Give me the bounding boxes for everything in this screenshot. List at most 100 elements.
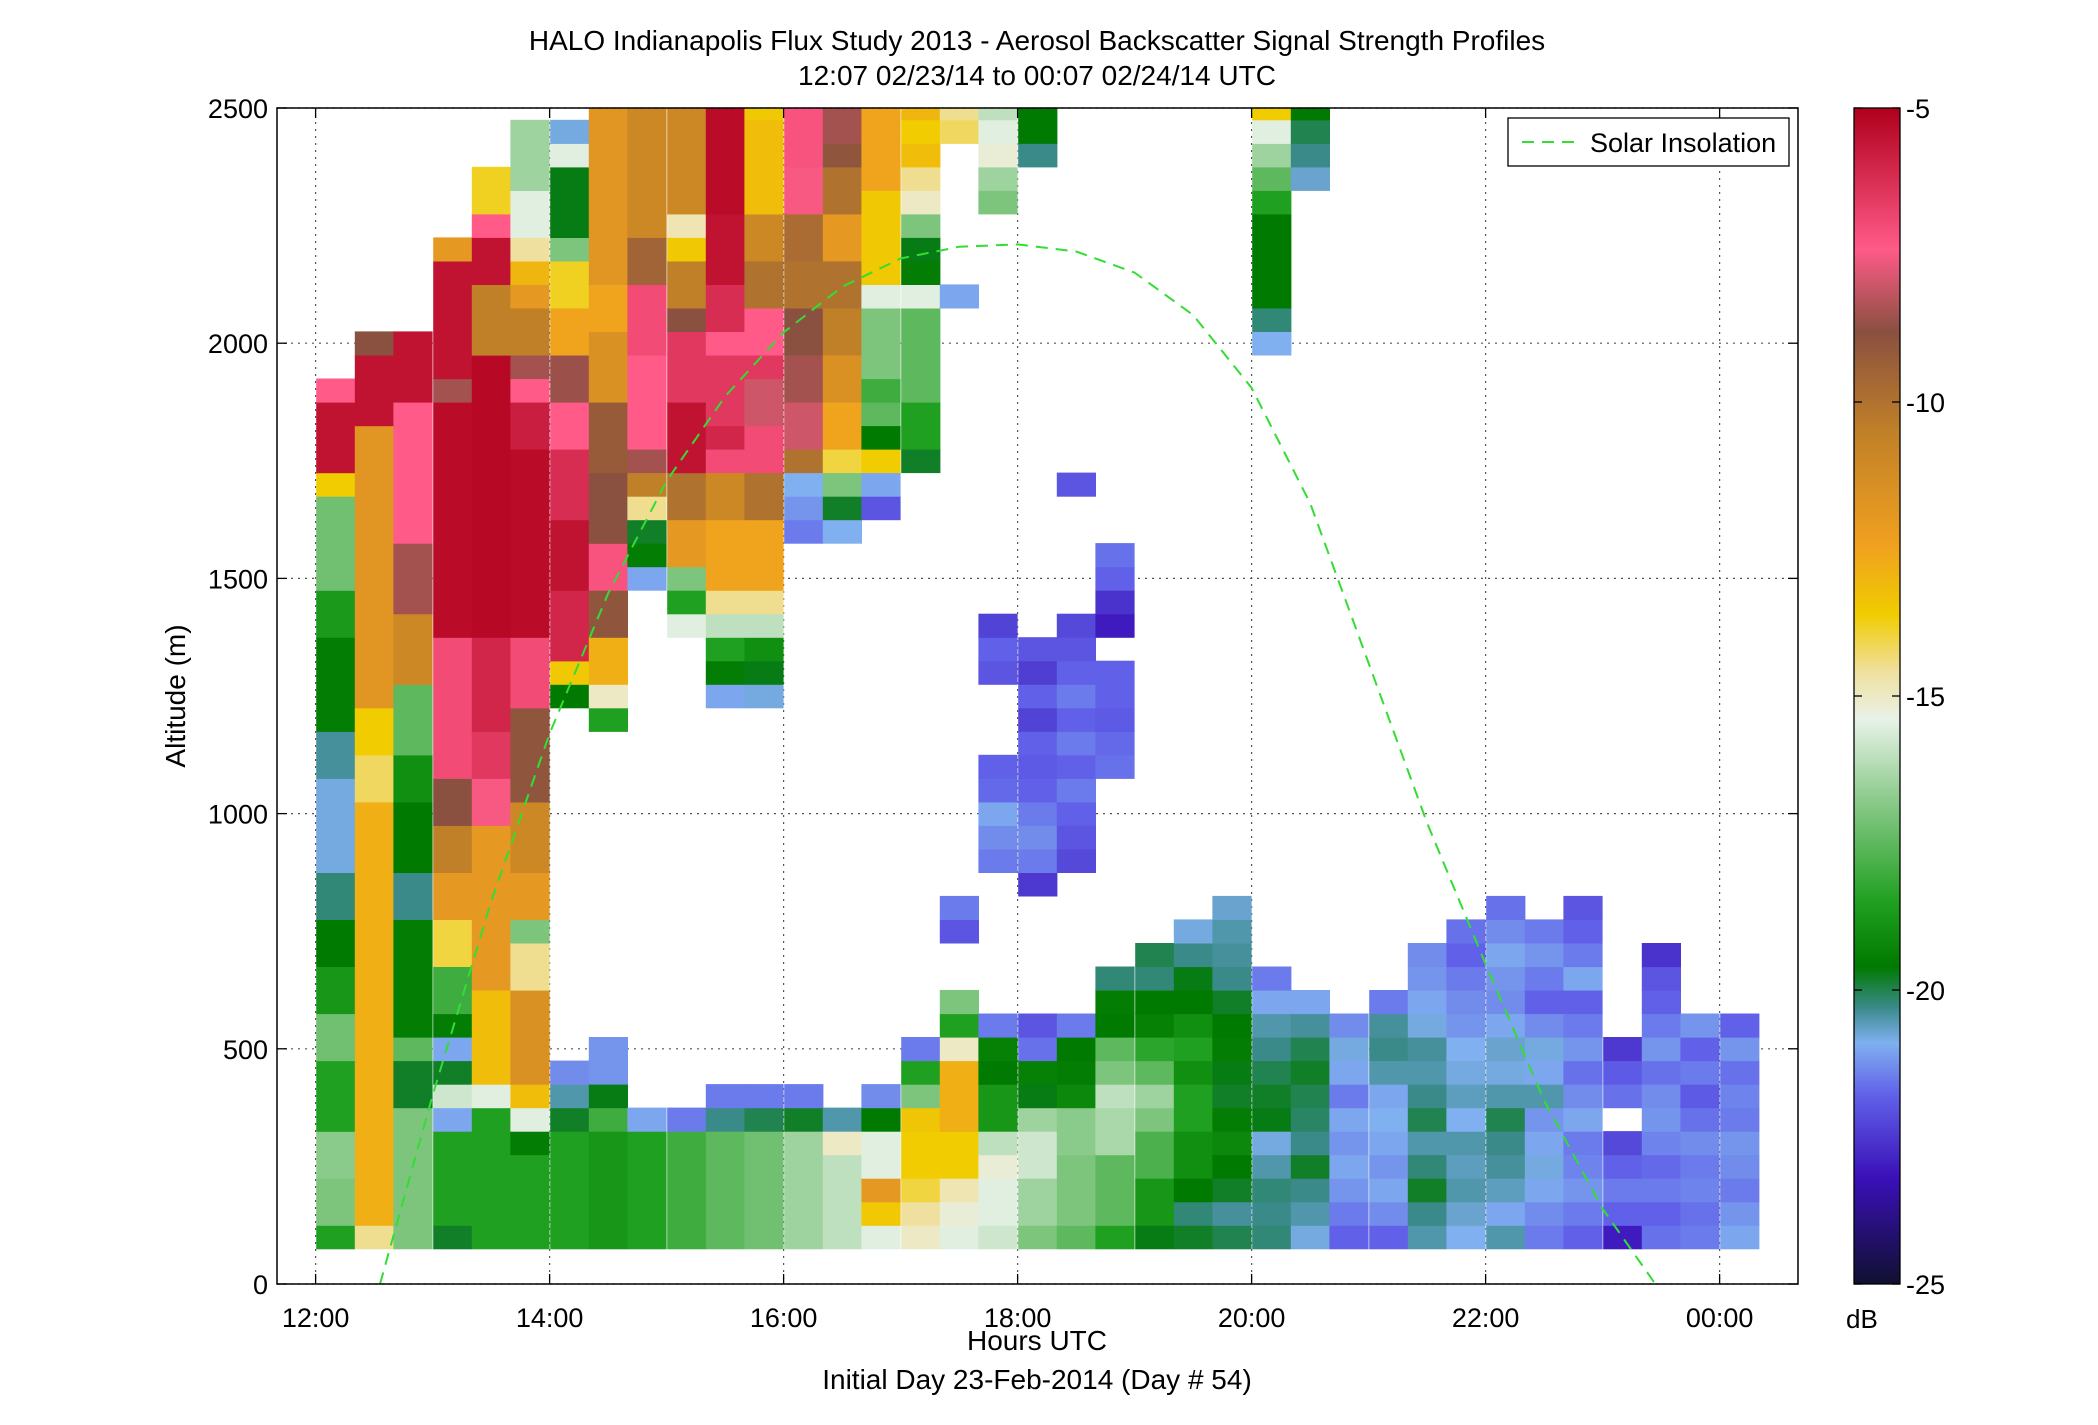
heatmap-cell [667, 613, 707, 638]
heatmap-cell [978, 1037, 1018, 1062]
heatmap-cell [510, 260, 550, 285]
x-axis-label: Hours UTC [967, 1325, 1107, 1356]
heatmap-cell [354, 355, 394, 427]
heatmap-cell [1252, 108, 1292, 121]
heatmap-cell [1486, 895, 1526, 920]
heatmap-cell [901, 1037, 941, 1062]
heatmap-cell [550, 1107, 590, 1132]
heatmap-cell [705, 213, 745, 285]
heatmap-cell [1563, 1131, 1603, 1156]
heatmap-cell [510, 190, 550, 238]
heatmap-cell [901, 143, 941, 168]
heatmap-cell [1720, 1037, 1760, 1062]
heatmap-cell [550, 1060, 590, 1085]
heatmap-cell [627, 543, 667, 568]
heatmap-cell [433, 1131, 473, 1226]
heatmap-cell [1524, 1037, 1564, 1062]
heatmap-cell [588, 684, 628, 709]
heatmap-cell [1056, 848, 1096, 873]
heatmap-cell [1056, 1131, 1096, 1156]
heatmap-cell [1212, 1225, 1252, 1250]
colorbar-tick-label: -10 [1906, 388, 1945, 418]
heatmap-cell [978, 1131, 1018, 1156]
x-tick-label: 16:00 [750, 1303, 818, 1333]
heatmap-cell [861, 1178, 901, 1203]
heatmap-cell [705, 284, 745, 332]
heatmap-cell [1056, 801, 1096, 826]
heatmap-cell [667, 331, 707, 403]
x-axis-sublabel: Initial Day 23-Feb-2014 (Day # 54) [822, 1364, 1252, 1395]
heatmap-cell [1018, 637, 1058, 662]
heatmap-cell [784, 1131, 824, 1250]
heatmap-cell [316, 590, 356, 638]
heatmap-cell [978, 1060, 1018, 1085]
heatmap-cell [1212, 895, 1252, 920]
y-tick-label: 1500 [208, 564, 268, 594]
heatmap-cell [705, 355, 745, 427]
heatmap-cell [550, 143, 590, 168]
heatmap-cell [744, 1084, 784, 1109]
heatmap-cell [1095, 990, 1135, 1015]
heatmap-cell [1290, 1107, 1330, 1132]
heatmap-cell [510, 1154, 550, 1250]
heatmap-cell [861, 402, 901, 427]
heatmap-cell [1680, 1225, 1720, 1250]
heatmap-cell [316, 1178, 356, 1226]
heatmap-cell [316, 966, 356, 1015]
heatmap-cell [1369, 1060, 1409, 1085]
heatmap-cell [1407, 990, 1447, 1015]
x-tick-label: 20:00 [1218, 1303, 1286, 1333]
heatmap-cell [1407, 1201, 1447, 1226]
heatmap-cell [550, 119, 590, 144]
heatmap-cell [1524, 1013, 1564, 1038]
heatmap-cell [588, 284, 628, 332]
heatmap-cell [1095, 684, 1135, 709]
heatmap-cell [978, 825, 1018, 850]
heatmap-cell [1680, 1201, 1720, 1226]
heatmap-cell [1680, 1037, 1720, 1062]
heatmap-cell [1018, 660, 1058, 685]
heatmap-cell [978, 848, 1018, 873]
heatmap-cell [978, 613, 1018, 638]
heatmap-cell [316, 1225, 356, 1250]
heatmap-cell [393, 872, 433, 920]
heatmap-cell [433, 1225, 473, 1250]
heatmap-cell [1212, 1178, 1252, 1203]
heatmap-cell [1095, 731, 1135, 756]
heatmap-cell [939, 895, 979, 920]
heatmap-cell [1486, 1060, 1526, 1085]
heatmap-cell [550, 1084, 590, 1109]
heatmap-cell [393, 1060, 433, 1109]
heatmap-cell [1524, 990, 1564, 1015]
heatmap-cell [1212, 1084, 1252, 1109]
heatmap-cell [1486, 1131, 1526, 1156]
heatmap-cell [627, 355, 667, 403]
heatmap-cell [1056, 1013, 1096, 1038]
heatmap-cell [316, 872, 356, 920]
heatmap-cell [510, 119, 550, 191]
heatmap-cell [978, 801, 1018, 826]
heatmap-cell [1095, 660, 1135, 685]
heatmap-cell [588, 543, 628, 591]
heatmap-cell [471, 990, 511, 1085]
heatmap-cell [1135, 1107, 1175, 1132]
heatmap-cell [550, 1131, 590, 1250]
heatmap-cell [1603, 1154, 1643, 1179]
heatmap-cell [1173, 1131, 1213, 1179]
heatmap-cell [471, 237, 511, 285]
y-tick-label: 2500 [208, 94, 268, 124]
heatmap-cell [627, 519, 667, 544]
heatmap-cells [316, 108, 1760, 1250]
heatmap-cell [1018, 731, 1058, 756]
plot-border [276, 107, 1799, 1285]
heatmap-cell [1252, 1178, 1292, 1203]
heatmap-cell [510, 237, 550, 262]
heatmap-cell [1018, 1060, 1058, 1085]
heatmap-cell [1486, 943, 1526, 968]
heatmap-cell [510, 1131, 550, 1156]
heatmap-cell [978, 1084, 1018, 1132]
heatmap-cell [1446, 943, 1486, 968]
heatmap-cell [1018, 848, 1058, 873]
heatmap-cell [1329, 1201, 1369, 1226]
heatmap-cell [1173, 1013, 1213, 1038]
